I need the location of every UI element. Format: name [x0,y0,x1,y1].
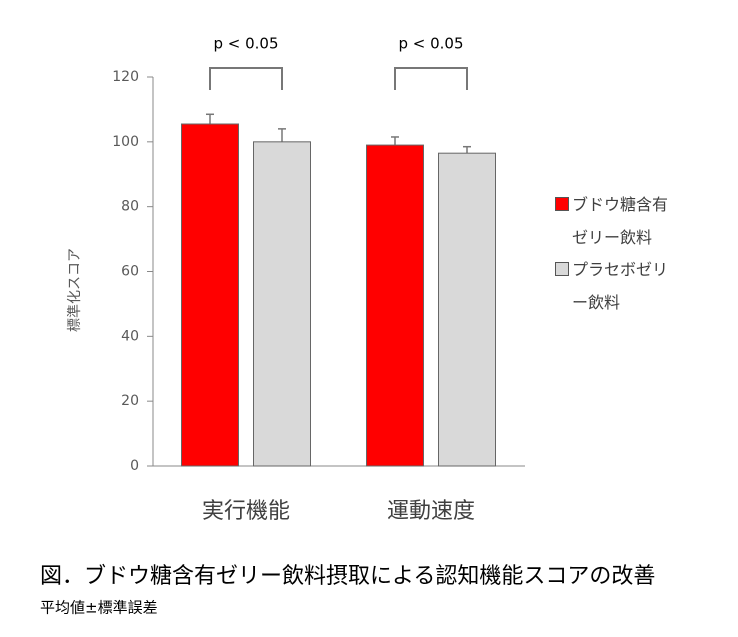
y-tick-label: 60 [121,264,139,280]
bar [438,152,496,467]
significance-bracket [209,67,283,90]
legend-label: プラセボゼリー飲料 [572,260,669,312]
legend-label: ブドウ糖含有ゼリー飲料 [572,195,669,247]
legend-swatch [555,262,569,276]
legend-swatch [555,197,569,211]
bar [253,141,311,467]
legend-item: プラセボゼリー飲料 [555,253,682,319]
y-tick-label: 80 [121,199,139,215]
annotation: p < 0.05 [398,35,463,53]
caption: 図．ブドウ糖含有ゼリー飲料摂取による認知機能スコアの改善 [40,564,655,589]
y-tick-label: 20 [121,393,139,409]
bar [181,123,239,467]
y-tick-label: 100 [112,134,139,150]
y-tick-label: 120 [112,69,139,85]
y-axis-label: 標準化スコア [67,248,83,332]
legend-item: ブドウ糖含有ゼリー飲料 [555,188,682,254]
x-tick-label: 実行機能 [202,499,290,524]
significance-bracket [394,67,468,90]
annotation: p < 0.05 [213,35,278,53]
y-tick-label: 40 [121,328,139,344]
bar [366,144,424,467]
note: 平均値±標準誤差 [40,599,158,617]
y-tick-label: 0 [130,458,139,474]
x-tick-label: 運動速度 [387,499,475,524]
